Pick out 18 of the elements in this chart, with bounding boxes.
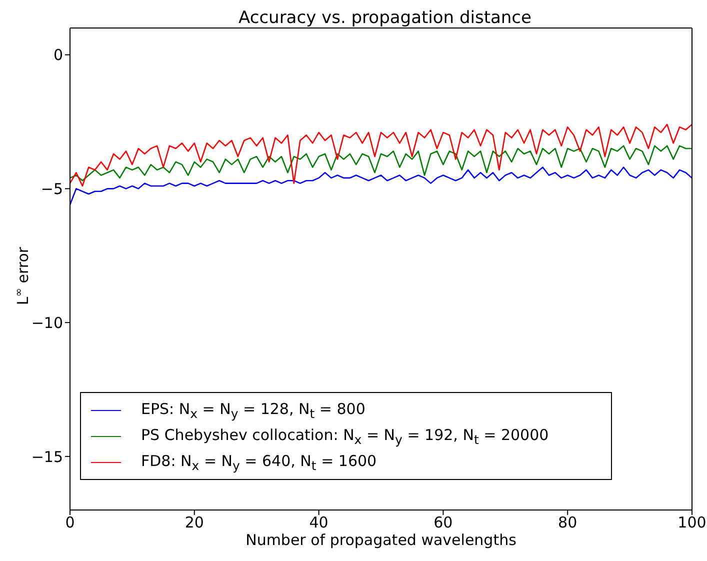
y-tick-label: −15 [31, 448, 63, 466]
y-tick-label: 0 [53, 46, 63, 64]
y-tick-label: −5 [40, 180, 63, 198]
x-tick-label: 40 [309, 514, 328, 532]
x-tick-label: 0 [65, 514, 75, 532]
x-tick-label: 80 [558, 514, 578, 532]
x-tick-label: 60 [434, 514, 453, 532]
line-series [70, 166, 692, 206]
legend-label: PS Chebyshev collocation: N$_{x}$ = N$_{y}$ = 192, N$_{t}$ = 20000 [141, 426, 549, 446]
line-series [70, 124, 692, 187]
x-axis-title: Number of propagated wavelengths [246, 531, 517, 549]
legend-label: FD8: N$_{x}$ = N$_{y}$ = 640, N$_{t}$ = 1600 [141, 452, 377, 472]
x-tick-label: 20 [184, 514, 204, 532]
y-tick-label: −10 [31, 314, 63, 332]
legend-label: EPS: N$_{x}$ = N$_{y}$ = 128, N$_{t}$ = 800 [141, 400, 366, 420]
x-tick-label: 100 [678, 514, 706, 532]
chart-title: Accuracy vs. propagation distance [238, 8, 532, 28]
line-series [70, 145, 692, 182]
